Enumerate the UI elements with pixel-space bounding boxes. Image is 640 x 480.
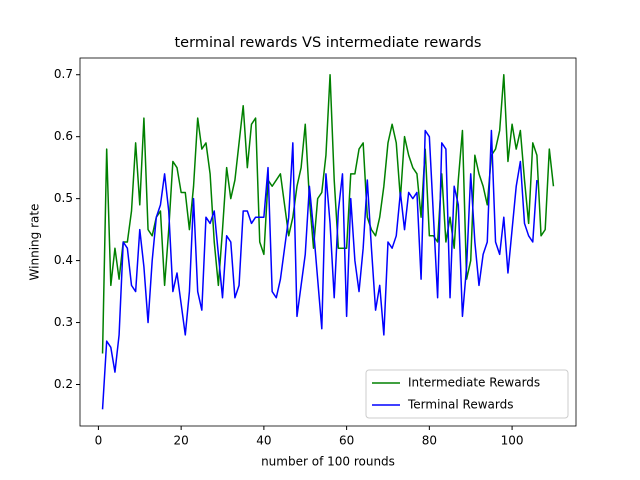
y-tick-label: 0.6 (54, 129, 73, 143)
y-tick-label: 0.7 (54, 67, 73, 81)
x-tick-label: 100 (501, 434, 524, 448)
y-tick-label: 0.4 (54, 253, 73, 267)
x-tick-label: 40 (256, 434, 271, 448)
legend-label: Intermediate Rewards (408, 376, 540, 390)
plot-frame (79, 57, 577, 427)
y-tick-label: 0.2 (54, 377, 73, 391)
x-tick-label: 60 (339, 434, 354, 448)
x-tick-label: 80 (422, 434, 437, 448)
x-tick-label: 20 (174, 434, 189, 448)
x-axis-label: number of 100 rounds (261, 455, 395, 469)
series-line (101, 73, 555, 354)
x-tick-label: 0 (95, 434, 103, 448)
y-tick-label: 0.3 (54, 315, 73, 329)
y-tick-label: 0.5 (54, 191, 73, 205)
chart-title: terminal rewards VS intermediate rewards (175, 35, 482, 51)
series-line (101, 129, 538, 410)
legend-box (365, 369, 569, 419)
legend-label: Terminal Rewards (407, 398, 513, 412)
y-axis-label: Winning rate (28, 204, 42, 281)
